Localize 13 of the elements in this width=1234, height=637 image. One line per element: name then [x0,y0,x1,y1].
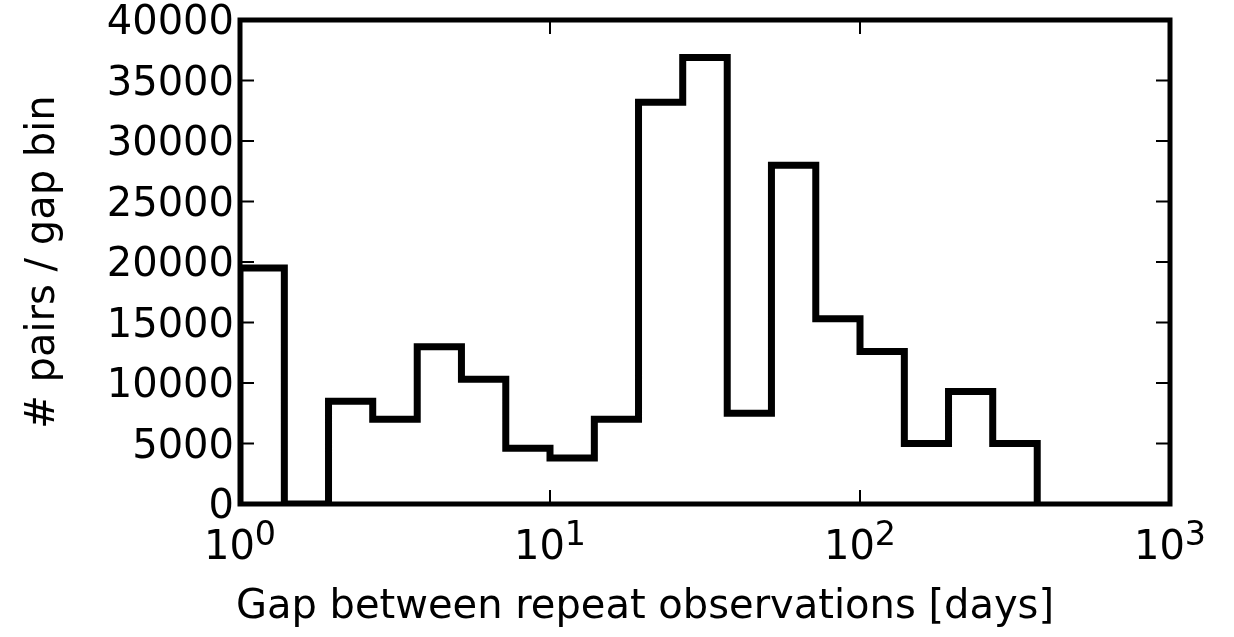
y-tick-label: 30000 [106,118,234,164]
y-tick-label: 35000 [106,57,234,104]
x-tick-label: 10$^{2}$ [823,513,897,569]
y-tick-label: 10000 [106,360,234,406]
y-tick-label: 15000 [106,299,234,346]
y-tick-label: 5000 [132,420,234,467]
x-axis-title: Gap between repeat observations [days] [235,581,1055,627]
y-tick-label: 25000 [106,178,234,225]
y-tick-label: 20000 [106,239,234,285]
x-tick-label: 10$^{3}$ [1133,513,1207,569]
y-axis-title: # pairs / gap bin [17,95,63,429]
y-tick-label: 40000 [106,0,234,43]
x-tick-label: 10$^{1}$ [513,513,587,569]
